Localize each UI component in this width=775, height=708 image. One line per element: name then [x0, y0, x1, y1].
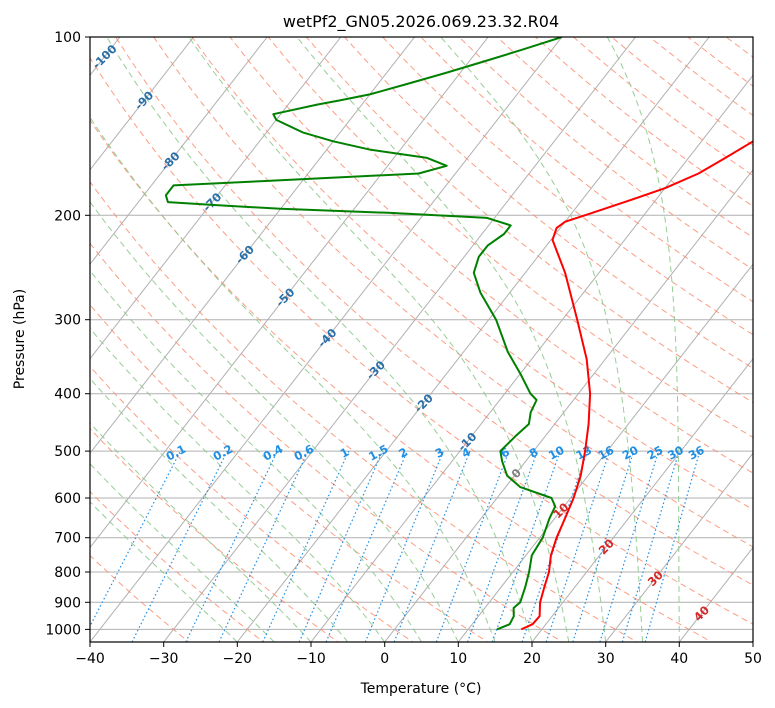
mixing-ratio-line — [621, 450, 680, 642]
isotherm-line — [90, 37, 489, 549]
isotherm-line — [531, 357, 753, 642]
mixing-ratio-line — [466, 450, 538, 642]
y-tick-label: 100 — [54, 30, 81, 46]
y-tick-label: 300 — [54, 313, 81, 329]
mixing-ratio-line — [572, 450, 635, 642]
isotherm-line — [384, 169, 753, 642]
dry-adiabat — [153, 37, 753, 548]
isotherm-line — [90, 37, 268, 265]
mixing-ratio-label: 20 — [620, 443, 641, 463]
moist-adiabat — [90, 201, 459, 642]
dry-adiabat — [305, 37, 753, 403]
x-axis-label: Temperature (°C) — [360, 681, 482, 697]
moist-adiabat — [606, 37, 680, 642]
x-tick-label: 30 — [597, 651, 615, 667]
y-axis-label: Pressure (hPa) — [12, 289, 28, 389]
mixing-ratio-label: 25 — [645, 443, 666, 463]
mixing-ratio-label: 36 — [686, 443, 707, 463]
isotherm-line — [236, 37, 710, 642]
mixing-ratio-label: 30 — [665, 443, 686, 463]
plot-frame — [89, 36, 754, 643]
x-axis-ticks: −40 −30 −20 −10 0 10 20 30 40 50 — [75, 642, 762, 667]
mixing-ratio-line — [491, 450, 561, 642]
moist-adiabat — [90, 116, 496, 642]
x-tick-label: −10 — [296, 651, 326, 667]
mixing-ratio-line — [218, 450, 309, 642]
dry-adiabat — [90, 119, 713, 642]
dry-adiabat — [344, 37, 753, 369]
isotherm-line — [457, 263, 753, 642]
x-tick-label: 50 — [744, 651, 762, 667]
y-tick-label: 1000 — [45, 622, 81, 638]
isotherm-line — [90, 37, 415, 454]
y-tick-label: 600 — [54, 491, 81, 507]
temperature-profile-line — [520, 140, 753, 631]
y-tick-label: 500 — [54, 444, 81, 460]
dry-adiabat — [90, 303, 489, 642]
isotherm-line — [605, 452, 753, 642]
dry-adiabat — [115, 37, 753, 586]
dry-adiabat — [90, 181, 639, 642]
x-tick-label: −30 — [149, 651, 179, 667]
isotherm-line — [90, 37, 194, 171]
chart-title: wetPf2_GN05.2026.069.23.32.R04 — [283, 12, 559, 32]
dry-adiabat — [191, 37, 753, 511]
mixing-ratio-line — [325, 450, 408, 642]
moist-adiabat — [90, 463, 275, 642]
mixing-ratio-line — [599, 450, 660, 642]
mixing-ratio-line — [298, 450, 384, 642]
x-tick-label: 10 — [449, 651, 467, 667]
x-tick-label: 20 — [523, 651, 541, 667]
mixing-ratio-line — [545, 450, 611, 642]
x-tick-label: −40 — [75, 651, 105, 667]
y-tick-label: 900 — [54, 595, 81, 611]
y-tick-label: 200 — [54, 208, 81, 224]
mixing-ratio-line — [644, 450, 701, 642]
sounding-series — [164, 37, 753, 631]
mixing-ratio-label: 10 — [546, 443, 567, 463]
moist-adiabat — [106, 37, 533, 642]
x-tick-label: −20 — [223, 651, 253, 667]
dewpoint-profile-line — [164, 37, 563, 631]
isotherm-lines — [90, 37, 753, 642]
x-tick-label: 0 — [380, 651, 389, 667]
dry-adiabat — [90, 365, 414, 642]
moist-adiabat — [90, 501, 238, 642]
mixing-ratio-label: 16 — [596, 443, 617, 463]
mixing-ratio-line — [262, 450, 350, 642]
y-tick-label: 700 — [54, 531, 81, 547]
moist-adiabat — [90, 269, 422, 642]
moist-adiabat — [296, 37, 607, 642]
moist-adiabats — [90, 37, 680, 642]
dry-adiabats — [90, 37, 753, 642]
mixing-ratio-line — [185, 450, 278, 642]
y-tick-label: 400 — [54, 387, 81, 403]
isotherm-line — [163, 37, 636, 642]
y-axis-ticks: 1000 900 800 700 600 500 400 300 200 100 — [45, 30, 90, 638]
moist-adiabat — [90, 422, 312, 642]
dry-adiabat — [90, 242, 564, 642]
dry-adiabat — [90, 427, 340, 642]
moist-adiabat — [440, 37, 643, 642]
dry-adiabat — [90, 554, 190, 642]
dry-adiabat — [382, 37, 753, 336]
isotherm-line — [90, 37, 342, 360]
isotherm-line — [90, 37, 563, 642]
x-tick-label: 40 — [670, 651, 688, 667]
moist-adiabat — [90, 327, 386, 642]
y-tick-label: 800 — [54, 565, 81, 581]
